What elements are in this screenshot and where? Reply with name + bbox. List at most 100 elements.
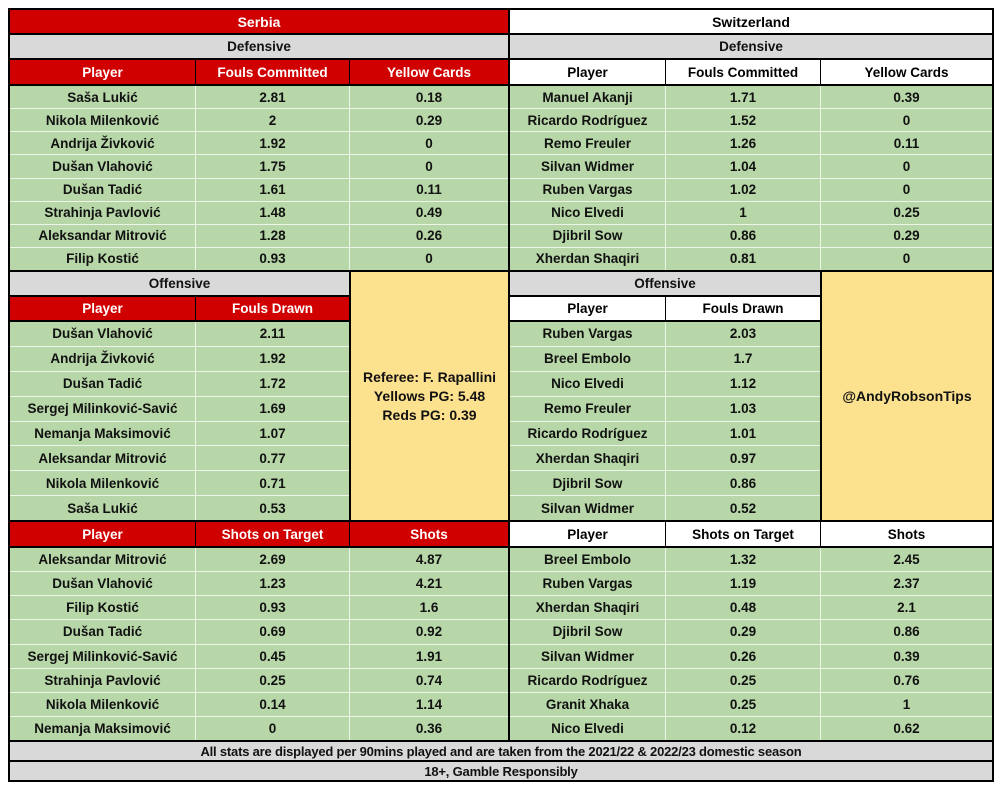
shots-cell: 0.86 [820, 620, 992, 644]
table-row: Filip Kostić 0.93 0 [10, 246, 508, 270]
fouls-committed-cell: 1.26 [665, 132, 820, 155]
shots-on-target-cell: 0.45 [195, 644, 349, 668]
table-row: Djibril Sow 0.29 0.86 [510, 619, 992, 644]
shots-cell: 0.76 [820, 668, 992, 692]
table-row: Sergej Milinković-Savić 0.45 1.91 [10, 643, 508, 668]
column-header-yellow-cards: Yellow Cards [349, 60, 508, 84]
shots-cell: 0.36 [349, 716, 508, 740]
yellow-cards-cell: 0 [349, 132, 508, 155]
column-header-fouls-drawn: Fouls Drawn [665, 297, 820, 320]
switzerland-defensive-column-headers: Player Fouls Committed Yellow Cards [510, 60, 992, 86]
player-cell: Nikola Milenković [45, 112, 160, 128]
serbia-offensive-rows: Dušan Vlahović 2.11 Andrija Živković 1.9… [10, 322, 349, 520]
yellow-cards-cell: 0 [820, 155, 992, 178]
player-cell: Silvan Widmer [541, 648, 634, 664]
table-row: Xherdan Shaqiri 0.48 2.1 [510, 595, 992, 620]
shots-on-target-cell: 2.69 [195, 548, 349, 572]
yellow-cards-cell: 0.25 [820, 201, 992, 224]
table-row: Aleksandar Mitrović 2.69 4.87 [10, 548, 508, 572]
column-header-shots: Shots [349, 522, 508, 546]
player-cell: Nico Elvedi [551, 376, 624, 392]
player-cell: Dušan Tadić [62, 624, 143, 640]
shots-cell: 2.37 [820, 572, 992, 596]
table-row: Breel Embolo 1.32 2.45 [510, 548, 992, 572]
switzerland-shots-rows: Breel Embolo 1.32 2.45 Ruben Vargas 1.19… [510, 548, 992, 740]
shots-on-target-cell: 0.93 [195, 596, 349, 620]
column-header-player: Player [82, 526, 123, 542]
shots-on-target-cell: 0.26 [665, 644, 820, 668]
player-cell: Saša Lukić [67, 500, 138, 516]
table-row: Silvan Widmer 0.52 [510, 495, 820, 520]
fouls-committed-cell: 1.71 [665, 86, 820, 109]
serbia-shots-column-headers: Player Shots on Target Shots [10, 522, 508, 548]
serbia-offensive-section: Offensive Player Fouls Drawn Dušan Vlaho… [10, 272, 508, 522]
fouls-drawn-cell: 0.97 [665, 446, 820, 471]
table-row: Granit Xhaka 0.25 1 [510, 691, 992, 716]
shots-cell: 1.14 [349, 692, 508, 716]
player-cell: Strahinja Pavlović [44, 672, 161, 688]
player-cell: Xherdan Shaqiri [535, 251, 640, 267]
player-cell: Ruben Vargas [542, 326, 633, 342]
switzerland-panel: Switzerland Defensive Player Fouls Commi… [508, 8, 994, 742]
table-row: Strahinja Pavlović 1.48 0.49 [10, 200, 508, 224]
shots-on-target-cell: 1.19 [665, 572, 820, 596]
serbia-team-header: Serbia [10, 10, 508, 35]
column-header-fouls-committed: Fouls Committed [195, 60, 349, 84]
table-row: Nico Elvedi 0.12 0.62 [510, 715, 992, 740]
column-header-fouls-committed: Fouls Committed [665, 60, 820, 84]
table-row: Ricardo Rodríguez 1.52 0 [510, 108, 992, 132]
table-row: Nemanja Maksimović 0 0.36 [10, 715, 508, 740]
referee-yellows-per-game: Yellows PG: 5.48 [373, 388, 486, 404]
player-cell: Andrija Živković [50, 135, 155, 151]
column-header-player: Player [567, 64, 608, 80]
shots-cell: 4.21 [349, 572, 508, 596]
switzerland-defensive-label: Defensive [510, 35, 992, 60]
shots-on-target-cell: 0.25 [195, 668, 349, 692]
switzerland-offensive-table: Offensive Player Fouls Drawn Ruben Varga… [510, 272, 820, 520]
player-cell: Dušan Tadić [62, 182, 143, 198]
table-row: Strahinja Pavlović 0.25 0.74 [10, 667, 508, 692]
player-cell: Andrija Živković [50, 351, 155, 367]
player-cell: Silvan Widmer [541, 158, 634, 174]
switzerland-offensive-label: Offensive [510, 272, 820, 297]
shots-cell: 1.91 [349, 644, 508, 668]
fouls-committed-cell: 1.75 [195, 155, 349, 178]
yellow-cards-cell: 0 [820, 109, 992, 132]
fouls-committed-cell: 2.81 [195, 86, 349, 109]
fouls-drawn-cell: 1.07 [195, 421, 349, 446]
fouls-committed-cell: 1.61 [195, 178, 349, 201]
yellow-cards-cell: 0 [349, 247, 508, 270]
player-cell: Sergej Milinković-Savić [27, 648, 178, 664]
fouls-drawn-cell: 1.69 [195, 396, 349, 421]
table-row: Nikola Milenković 0.71 [10, 470, 349, 496]
fouls-drawn-cell: 2.11 [195, 322, 349, 346]
stats-sheet: Serbia Defensive Player Fouls Committed … [8, 8, 994, 782]
fouls-committed-cell: 1.28 [195, 224, 349, 247]
fouls-drawn-cell: 2.03 [665, 322, 820, 346]
fouls-drawn-cell: 1.92 [195, 346, 349, 371]
table-row: Aleksandar Mitrović 0.77 [10, 445, 349, 471]
player-cell: Breel Embolo [543, 351, 632, 367]
referee-note-box: Referee: F. Rapallini Yellows PG: 5.48 R… [349, 272, 508, 520]
table-row: Saša Lukić 2.81 0.18 [10, 86, 508, 109]
column-header-player: Player [567, 526, 608, 542]
shots-cell: 2.1 [820, 596, 992, 620]
player-cell: Dušan Vlahović [52, 576, 153, 592]
player-cell: Aleksandar Mitrović [38, 228, 167, 244]
column-header-shots-on-target: Shots on Target [665, 522, 820, 546]
player-cell: Saša Lukić [67, 89, 138, 105]
table-row: Ruben Vargas 2.03 [510, 322, 820, 346]
referee-name: Referee: F. Rapallini [362, 369, 497, 385]
player-cell: Sergej Milinković-Savić [27, 401, 178, 417]
player-cell: Nico Elvedi [551, 205, 624, 221]
table-row: Andrija Živković 1.92 [10, 345, 349, 371]
player-cell: Ricardo Rodríguez [527, 112, 648, 128]
fouls-committed-cell: 1.52 [665, 109, 820, 132]
fouls-drawn-cell: 1.01 [665, 421, 820, 446]
player-cell: Ruben Vargas [542, 182, 633, 198]
switzerland-offensive-rows: Ruben Vargas 2.03 Breel Embolo 1.7 Nico … [510, 322, 820, 520]
serbia-defensive-column-headers: Player Fouls Committed Yellow Cards [10, 60, 508, 86]
player-cell: Silvan Widmer [541, 500, 634, 516]
player-cell: Djibril Sow [552, 624, 623, 640]
player-cell: Dušan Vlahović [52, 326, 153, 342]
